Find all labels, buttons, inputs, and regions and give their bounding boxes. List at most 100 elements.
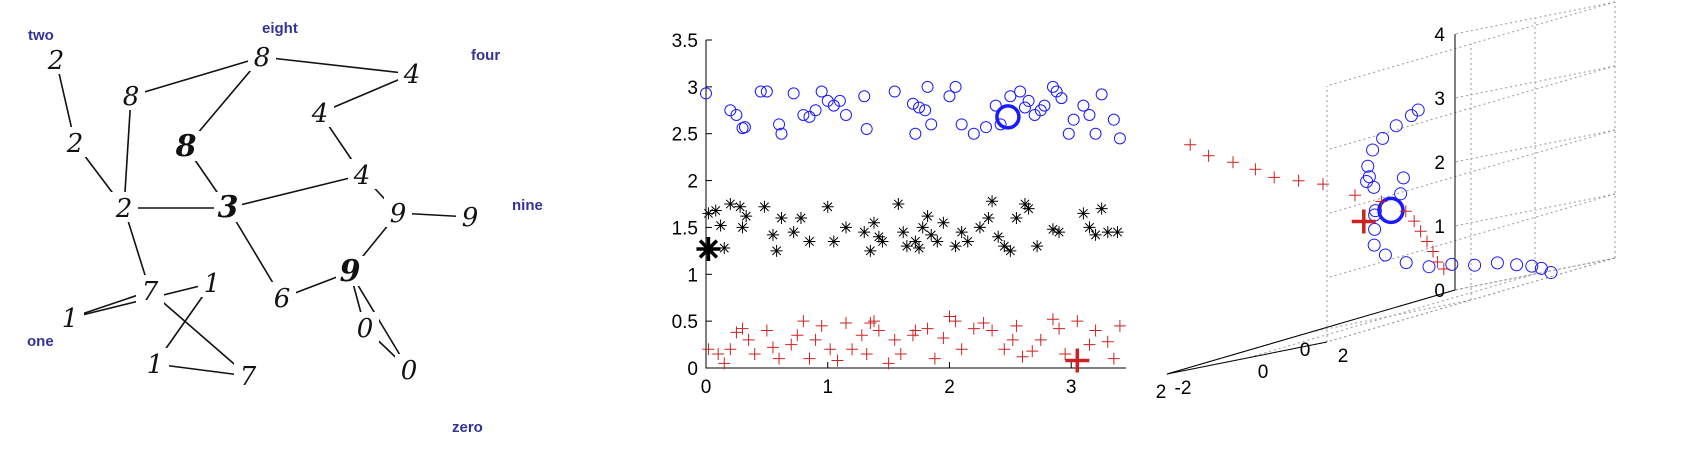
scatter-2d-point [1062,127,1075,140]
scatter-2d-point [730,108,743,121]
scatter-2d-y-tick-label: 0.5 [672,312,698,333]
scatter-3d-point [1349,189,1361,202]
scatter-2d-point [791,329,804,342]
scatter-3d-grid-line [1454,193,1616,227]
scatter-3d-point [1394,187,1408,201]
graph-node-bg [198,267,226,297]
scatter-2d-point [925,118,938,131]
scatter-2d-point [986,324,999,337]
graph-class-label: two [28,27,54,44]
scatter-2d-point [1046,313,1059,326]
scatter-2d-point [724,343,737,356]
scatter-2d-point [925,228,938,241]
scatter-3d-axis-line [1166,289,1456,375]
scatter-3d-point [1368,222,1382,236]
scatter-2d-point [906,97,919,110]
scatter-2d-highlight-point [1065,348,1090,373]
scatter-3d-point [1468,258,1482,272]
scatter-2d-x-tick-label: 0 [701,377,712,398]
graph-node-digit: 9 [340,254,361,289]
scatter-2d-point [888,333,901,346]
scatter-2d-point [748,347,761,360]
graph-edge [319,73,413,114]
scatter-2d-point [803,352,816,365]
scatter-3d-point [1376,131,1390,145]
scatter-2d-point [840,317,852,330]
scatter-2d-y-tick-label: 1.5 [672,218,698,239]
scatter-3d-z-tick-label: 1 [1434,217,1445,238]
scatter-2d-point [821,200,834,213]
scatter-3d-point [1368,204,1382,218]
scatter-2d-point [730,326,743,339]
scatter-2d-point [919,104,932,117]
scatter-2d-point [897,226,910,239]
scatter-3d-point [1408,215,1421,228]
graph-node-digit: 0 [357,314,374,344]
scatter-2d-point [916,221,929,234]
scatter-2d-point [758,200,771,213]
graph-node-bg [384,197,412,227]
scatter-2d-point [955,343,968,356]
scatter-2d-highlight-point [995,104,1021,130]
scatter-2d-ticks: 0 1 2 3 0 0.5 1 1.5 2 2.5 3 3.5 [672,31,1077,398]
scatter-2d-point [1010,319,1023,332]
scatter-3d-point [1227,156,1239,169]
scatter-2d-point [833,94,846,107]
scatter-2d-point [1113,319,1126,332]
graph-node-bg [456,201,484,231]
scatter-2d-point [797,315,810,328]
scatter-2d-point [973,221,986,234]
scatter-2d-point [718,357,731,370]
graph-edge [349,271,410,371]
graph-edge [123,95,132,209]
scatter-2d-point [709,204,722,217]
scatter-3d-point [1361,159,1375,173]
scatter-3d-point [1389,119,1403,133]
scatter-3d-point [1399,205,1412,218]
scatter-2d-point [858,226,871,239]
graph-class-label: nine [512,197,543,214]
scatter-2d-point [1046,223,1059,236]
graph-node-digit: 4 [353,161,371,191]
scatter-2d-point [998,240,1011,253]
graph-node-bg [248,41,276,71]
graph-node-bg [268,282,296,312]
graph-edge [227,174,363,209]
scatter-2d-plot-area [706,40,1126,368]
scatter-2d-point [840,108,852,121]
scatter-2d-point [775,212,788,225]
scatter-3d-z-tick-label: 2 [1434,153,1445,174]
scatter-2d-point [955,118,968,131]
scatter-2d-point [906,329,919,342]
graph-class-label: one [27,333,54,350]
scatter-2d-point [1083,338,1096,351]
scatter-2d-point [1083,221,1096,234]
scatter-2d-point [961,235,974,248]
scatter-2d-point [943,90,956,103]
scatter-2d-point [977,317,990,330]
scatter-3d-x-tick-label: 2 [1156,382,1167,403]
scatter-2d-point [1016,350,1029,363]
scatter-2d-point [754,85,767,98]
scatter-2d-point [955,226,968,239]
scatter-2d-point [1113,132,1126,145]
scatter-2d-point [1018,198,1031,210]
scatter-2d-x-tick-label: 2 [944,377,955,398]
scatter-3d-point [1490,256,1504,270]
scatter-2d-x-tick-label: 1 [822,377,833,398]
scatter-2d-point [949,315,962,328]
scatter-2d-point [1018,101,1031,114]
scatter-3d-point [1445,257,1459,271]
scatter-3d-point [1421,235,1433,248]
scatter-3d-grid-line [1326,257,1616,343]
scatter-2d-point [943,310,956,323]
scatter-2d-point [1077,207,1090,220]
scatter-3d-point [1249,163,1262,176]
scatter-2d-point [794,212,807,225]
scatter-3d-grid-line [1326,129,1616,215]
scatter-3d-point [1378,248,1392,262]
graph-node-digit: 8 [175,129,197,164]
scatter-2d-point [773,118,786,131]
scatter-3d-point [1411,103,1425,117]
